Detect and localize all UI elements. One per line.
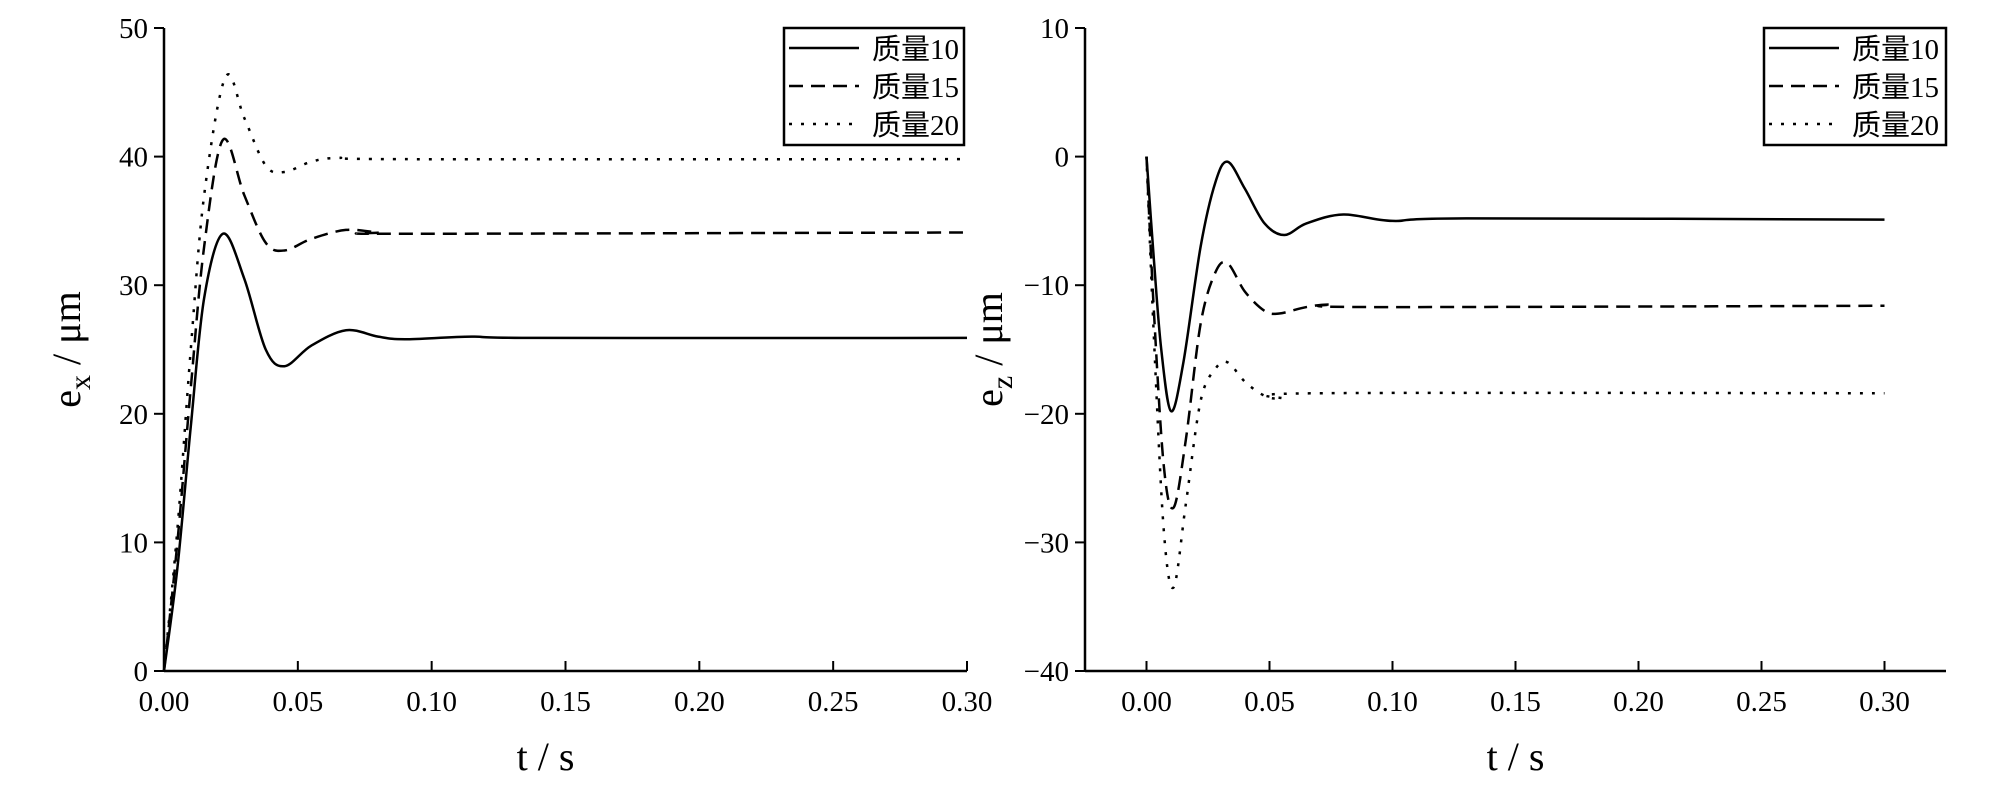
x-axis-label: t / s xyxy=(1487,734,1545,779)
y-axis-label-unit: / μm xyxy=(966,292,1011,376)
x-tick-label: 0.00 xyxy=(139,686,190,718)
legend-label: 质量20 xyxy=(872,109,959,142)
x-tick-label: 0.25 xyxy=(1736,686,1787,718)
y-tick-label: 10 xyxy=(1040,13,1069,45)
y-tick-label: −30 xyxy=(1024,527,1069,559)
x-tick-label: 0.30 xyxy=(942,686,993,718)
y-tick-label: −40 xyxy=(1024,656,1069,688)
series-line-dotted xyxy=(1145,156,1885,590)
x-tick-label: 0.05 xyxy=(1244,686,1295,718)
y-axis-label: ez / μm xyxy=(966,292,1019,407)
legend-label: 质量15 xyxy=(872,71,959,104)
x-tick-label: 0.30 xyxy=(1859,686,1910,718)
y-axis-label-subscript: x xyxy=(64,375,97,390)
y-axis-label-unit: / μm xyxy=(44,291,89,375)
x-tick-label: 0.25 xyxy=(808,686,859,718)
series-line-dotted xyxy=(162,73,968,672)
legend-label: 质量10 xyxy=(872,33,959,66)
chart-2: 0.00 0.05 0.10 0.15 0.20 0.25 0.30 −40 −30 −20 −10… xyxy=(966,13,1948,779)
x-tick-label: 0.20 xyxy=(674,686,725,718)
series-line-solid xyxy=(1145,156,1885,413)
legend: 质量10 质量15 质量20 xyxy=(1762,26,1948,147)
y-tick-label: 30 xyxy=(119,270,148,302)
series-line-dashed xyxy=(162,137,968,672)
chart-1: 0.00 0.05 0.10 0.15 0.20 0.25 0.30 0 10 20 30 40 50 t… xyxy=(44,13,992,779)
x-tick-label: 0.10 xyxy=(406,686,457,718)
x-tick-label: 0.10 xyxy=(1367,686,1418,718)
y-axis-label: ex / μm xyxy=(44,291,97,407)
y-tick-label: −10 xyxy=(1024,270,1069,302)
y-tick-label: 20 xyxy=(119,399,148,431)
legend-label: 质量15 xyxy=(1852,71,1939,104)
x-tick-label: 0.05 xyxy=(272,686,323,718)
x-tick-label: 0.15 xyxy=(540,686,591,718)
y-axis-label-main: e xyxy=(44,390,89,408)
legend-label: 质量10 xyxy=(1852,33,1939,66)
y-tick-label: 0 xyxy=(1055,142,1070,174)
series-line-dashed xyxy=(1145,156,1885,510)
y-tick-label: 0 xyxy=(134,656,149,688)
legend: 质量10 质量15 质量20 xyxy=(782,26,966,147)
y-axis-label-subscript: z xyxy=(986,376,1019,389)
y-tick-label: 50 xyxy=(119,13,148,45)
legend-label: 质量20 xyxy=(1852,109,1939,142)
y-tick-label: 40 xyxy=(119,142,148,174)
y-tick-label: −20 xyxy=(1024,399,1069,431)
x-axis-label: t / s xyxy=(517,734,575,779)
y-tick-label: 10 xyxy=(119,527,148,559)
x-tick-label: 0.00 xyxy=(1121,686,1172,718)
y-axis-label-main: e xyxy=(966,389,1011,407)
x-tick-label: 0.20 xyxy=(1613,686,1664,718)
series-line-solid xyxy=(162,232,968,672)
x-tick-label: 0.15 xyxy=(1490,686,1541,718)
